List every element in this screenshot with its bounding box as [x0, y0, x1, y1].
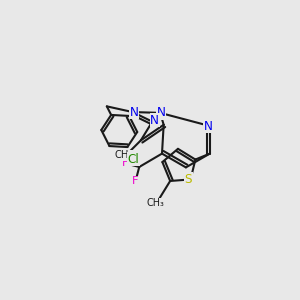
- Text: CH₃: CH₃: [114, 150, 133, 160]
- Text: N: N: [157, 106, 166, 119]
- Text: N: N: [150, 114, 159, 127]
- Text: F: F: [122, 158, 128, 168]
- Text: CH₃: CH₃: [146, 198, 164, 208]
- Text: S: S: [184, 173, 192, 186]
- Text: N: N: [204, 119, 213, 133]
- Text: Cl: Cl: [128, 153, 140, 166]
- Text: N: N: [130, 106, 139, 118]
- Text: F: F: [132, 176, 139, 186]
